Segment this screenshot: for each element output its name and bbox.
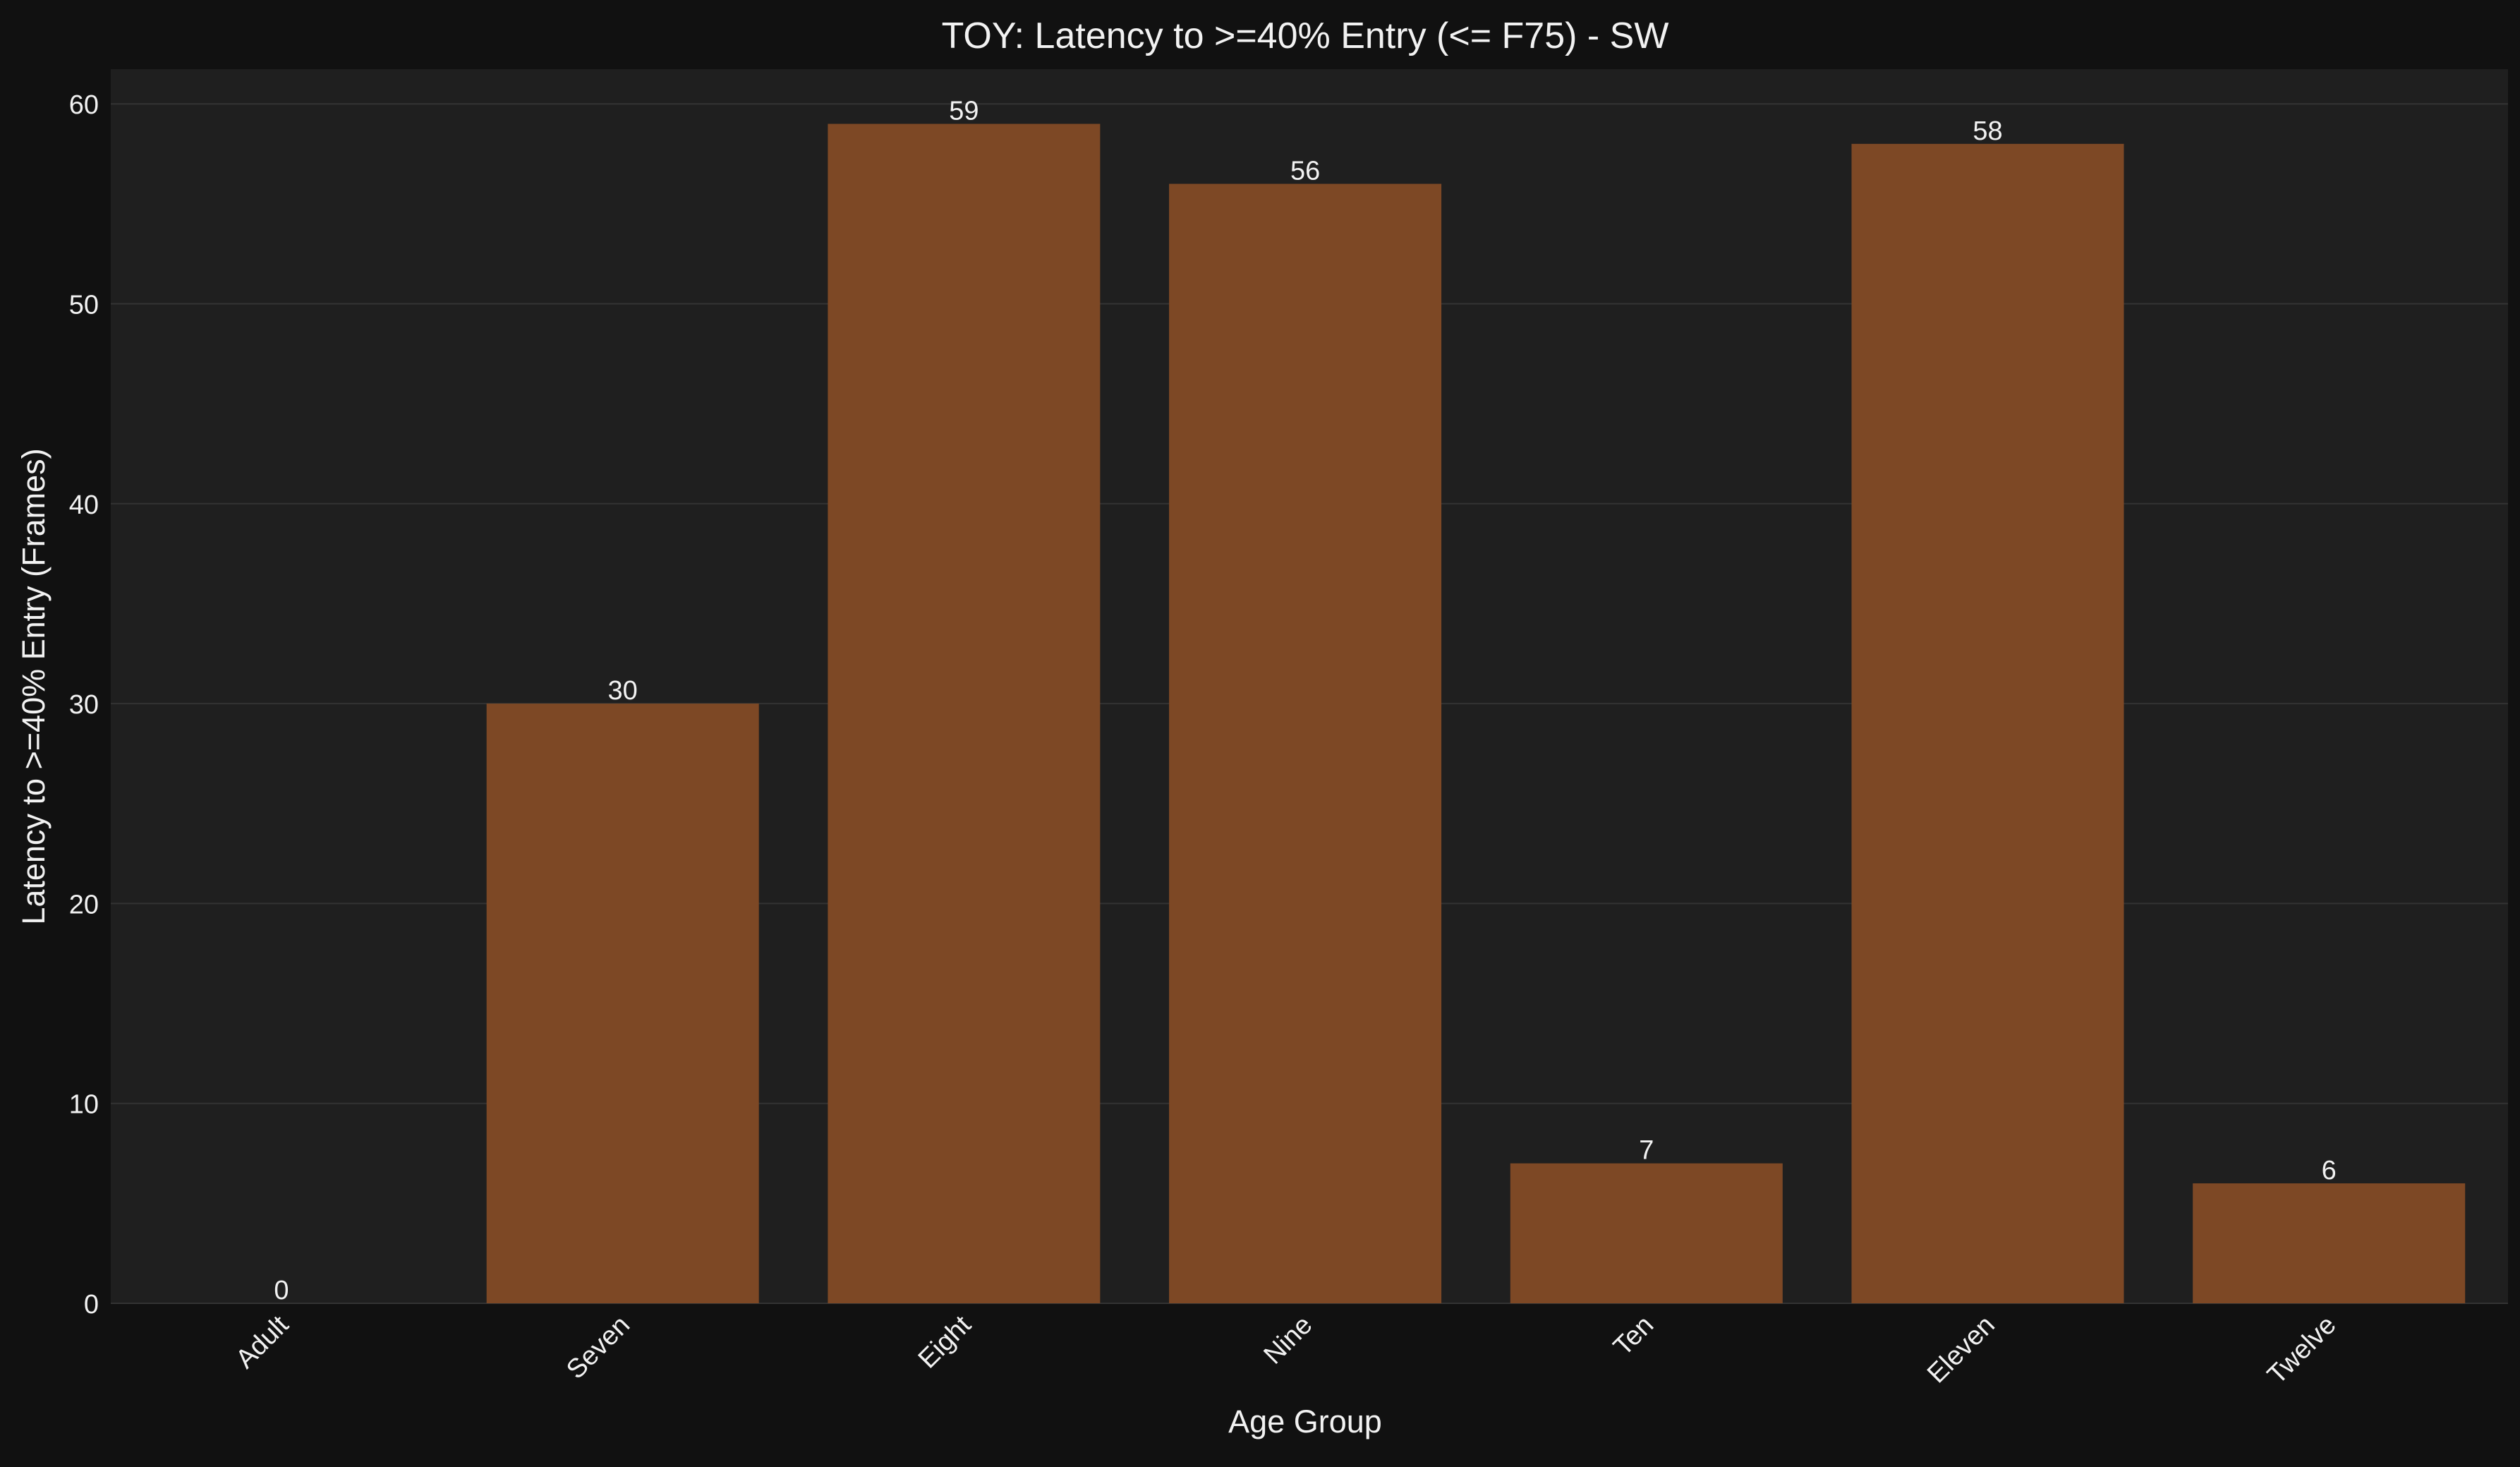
chart-title: TOY: Latency to >=40% Entry (<= F75) - S… bbox=[942, 16, 1669, 56]
y-tick-label: 50 bbox=[69, 291, 99, 320]
bar-value-labels: 0 30 59 56 7 58 6 bbox=[274, 97, 2336, 1305]
y-tick-label: 0 bbox=[84, 1290, 99, 1320]
y-tick-label: 60 bbox=[69, 90, 99, 120]
bar-seven bbox=[486, 704, 759, 1303]
bar-value-label: 0 bbox=[274, 1276, 289, 1305]
y-tick-label: 40 bbox=[69, 490, 99, 520]
bars bbox=[486, 123, 2466, 1304]
bar-value-label: 6 bbox=[2322, 1156, 2337, 1185]
y-tick-label: 30 bbox=[69, 690, 99, 720]
bar-value-label: 59 bbox=[949, 97, 979, 126]
bar-twelve bbox=[2193, 1183, 2466, 1303]
y-tick-label: 10 bbox=[69, 1090, 99, 1120]
bar-eight bbox=[828, 123, 1101, 1303]
y-axis-ticks: 0 10 20 30 40 50 60 bbox=[69, 90, 99, 1320]
bar-ten bbox=[1510, 1163, 1783, 1303]
x-axis-label: Age Group bbox=[1228, 1403, 1382, 1439]
bar-value-label: 58 bbox=[1973, 116, 2002, 146]
bar-value-label: 7 bbox=[1639, 1136, 1654, 1166]
bar-nine bbox=[1169, 183, 1442, 1303]
y-axis-label: Latency to >=40% Entry (Frames) bbox=[16, 448, 52, 924]
bar-eleven bbox=[1851, 143, 2124, 1304]
y-tick-label: 20 bbox=[69, 890, 99, 919]
bar-value-label: 30 bbox=[608, 676, 638, 706]
bar-value-label: 56 bbox=[1290, 157, 1320, 186]
